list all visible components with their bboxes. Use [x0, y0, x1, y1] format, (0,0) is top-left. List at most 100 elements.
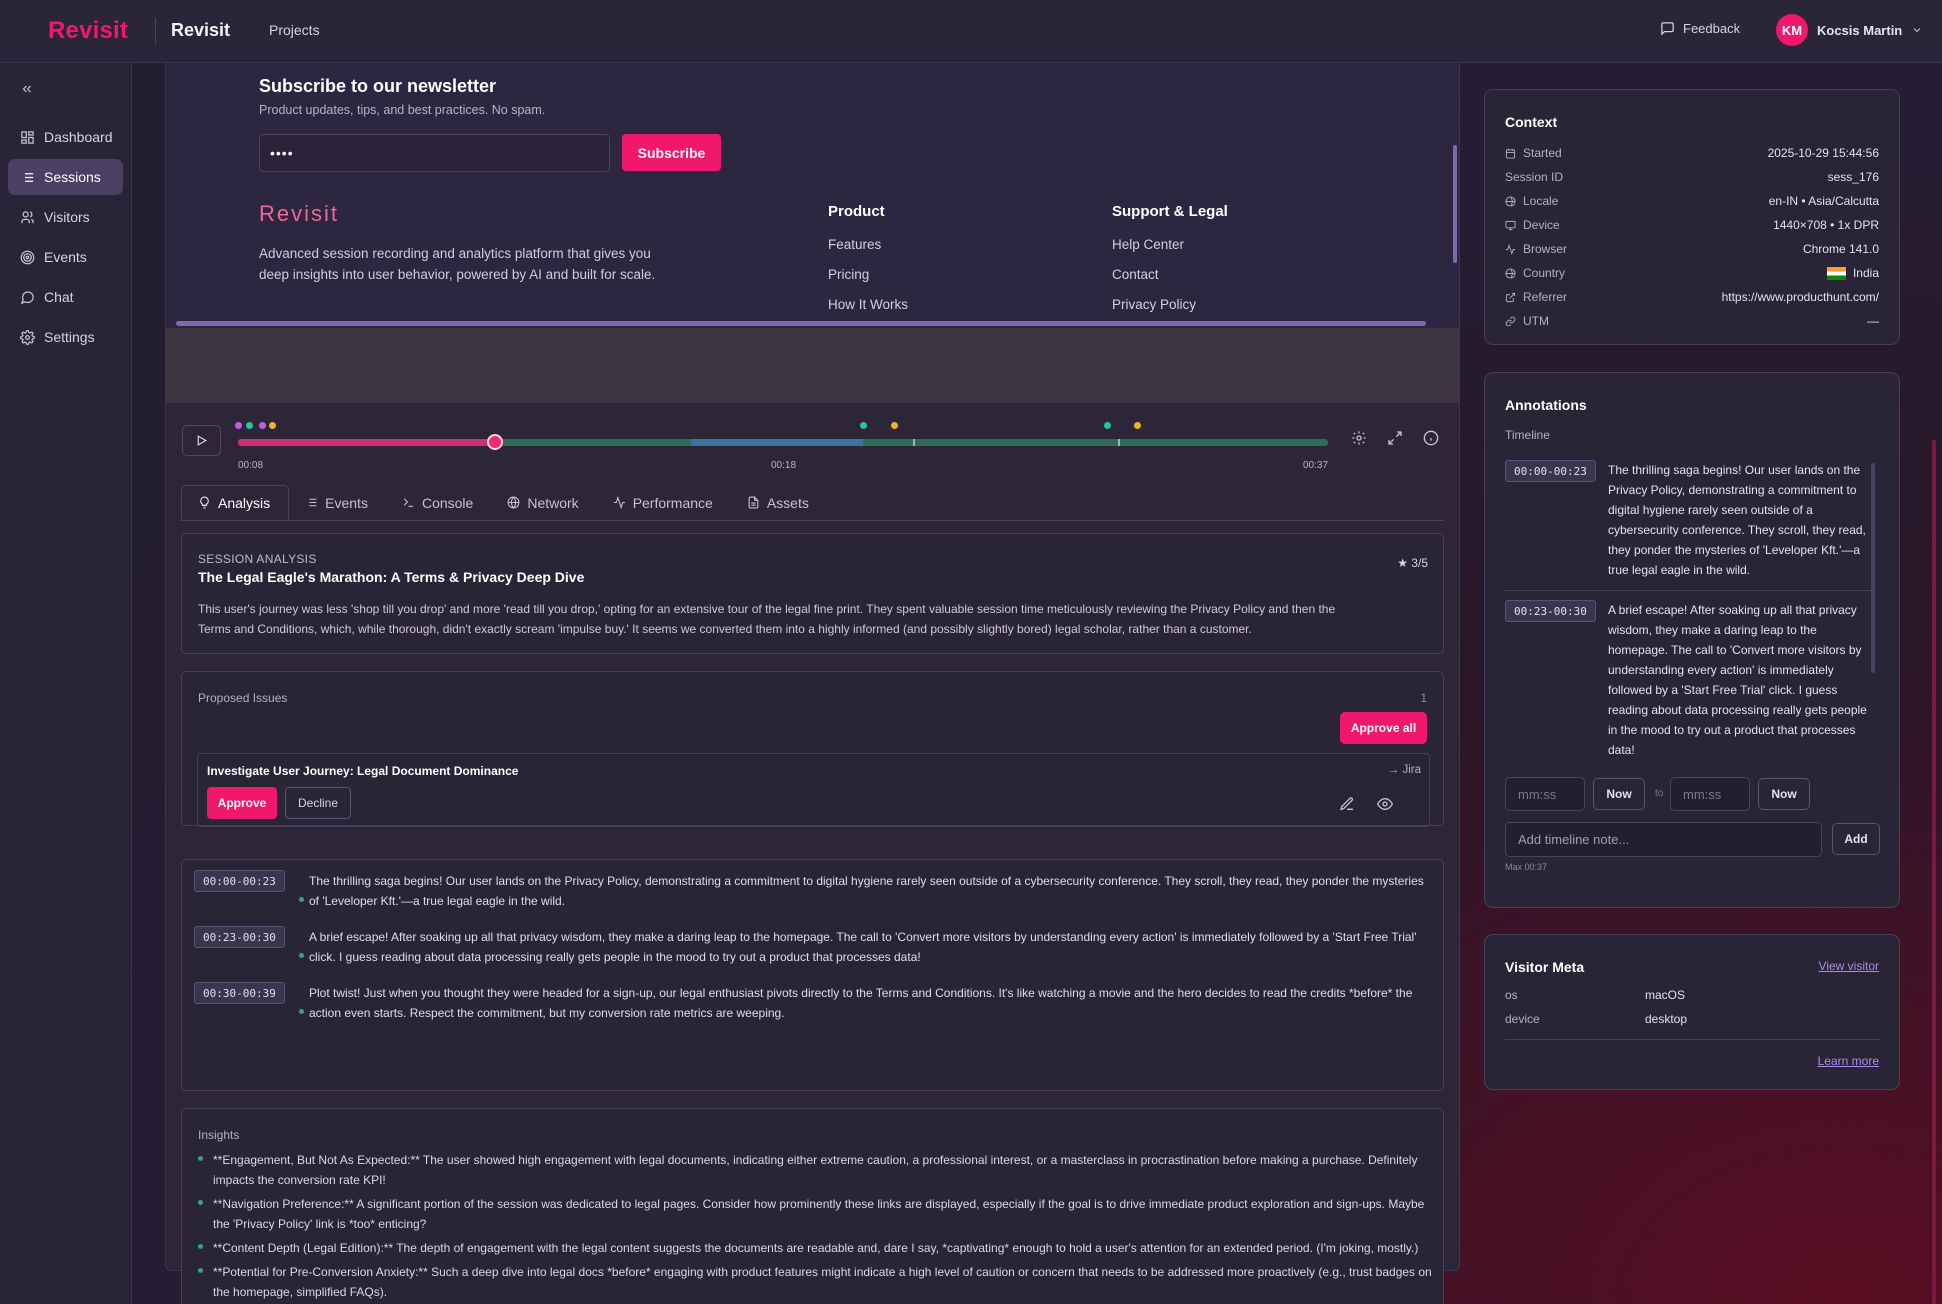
issue-count: 1 [1420, 691, 1427, 705]
status-dot [299, 1009, 304, 1014]
external-link-icon [1505, 292, 1516, 302]
sidebar: Dashboard Sessions Visitors Events Chat … [0, 63, 132, 1304]
learn-more-link[interactable]: Learn more [1817, 1054, 1879, 1068]
sidebar-item-visitors[interactable]: Visitors [8, 199, 123, 235]
context-value: sess_176 [1827, 170, 1879, 184]
timestamp-badge[interactable]: 00:00-00:23 [194, 870, 285, 892]
feedback-button[interactable]: Feedback [1660, 21, 1740, 36]
approve-all-button[interactable]: Approve all [1340, 712, 1427, 744]
gear-icon[interactable] [1351, 430, 1367, 446]
referrer-link[interactable]: https://www.producthunt.com/ [1721, 290, 1879, 304]
timestamp-badge[interactable]: 00:23-00:30 [1505, 600, 1596, 622]
app-name[interactable]: Revisit [171, 20, 231, 40]
footer-heading: Support & Legal [1112, 203, 1228, 220]
gear-icon [20, 329, 35, 345]
event-marker[interactable] [246, 422, 253, 429]
info-icon[interactable] [1423, 430, 1439, 446]
context-row-started: Started 2025-10-29 15:44:56 [1505, 143, 1879, 163]
approve-button[interactable]: Approve [207, 787, 277, 819]
replay-viewport[interactable]: Subscribe to our newsletter Product upda… [166, 63, 1459, 328]
globe-icon [1505, 267, 1516, 279]
user-menu[interactable]: KM Kocsis Martin [1776, 14, 1923, 46]
tab-performance[interactable]: Performance [597, 485, 731, 520]
timestamp-badge[interactable]: 00:30-00:39 [194, 982, 285, 1004]
meta-key: device [1505, 1012, 1540, 1026]
add-note-button[interactable]: Add [1832, 823, 1880, 855]
calendar-icon [1505, 148, 1516, 159]
to-time-input[interactable]: mm:ss [1670, 777, 1750, 811]
edit-icon[interactable] [1339, 796, 1355, 812]
context-label: Session ID [1505, 170, 1564, 184]
play-button[interactable] [182, 425, 221, 456]
collapse-sidebar-icon[interactable] [20, 80, 34, 101]
sidebar-item-events[interactable]: Events [8, 239, 123, 275]
event-marker[interactable] [235, 422, 242, 429]
time-label-end: 00:37 [1303, 460, 1329, 471]
projects-link[interactable]: Projects [269, 22, 320, 38]
page-scrollbar[interactable] [1932, 440, 1936, 1304]
insights-card: Insights **Engagement, But Not As Expect… [181, 1108, 1444, 1304]
from-now-button[interactable]: Now [1593, 778, 1645, 810]
timestamp-badge[interactable]: 00:00-00:23 [1505, 460, 1596, 482]
event-marker[interactable] [1134, 422, 1141, 429]
list-icon [21, 172, 34, 182]
tab-console[interactable]: Console [386, 485, 491, 520]
section-caption: Proposed Issues [198, 691, 288, 705]
grid-icon [21, 130, 34, 144]
sidebar-item-chat[interactable]: Chat [8, 279, 123, 315]
tab-label: Console [421, 494, 474, 511]
annotations-scrollbar[interactable] [1871, 463, 1875, 673]
sidebar-item-settings[interactable]: Settings [8, 319, 123, 355]
vertical-scrollbar[interactable] [1453, 145, 1457, 263]
from-time-input[interactable]: mm:ss [1505, 777, 1585, 811]
context-value: 2025-10-29 15:44:56 [1767, 146, 1879, 160]
meta-value: macOS [1645, 988, 1686, 1002]
tab-label: Network [527, 494, 579, 511]
horizontal-scrollbar[interactable] [176, 321, 1426, 326]
sidebar-item-dashboard[interactable]: Dashboard [8, 119, 123, 155]
context-row-referrer: Referrer https://www.producthunt.com/ [1505, 287, 1879, 307]
tab-analysis[interactable]: Analysis [181, 485, 290, 520]
to-now-button[interactable]: Now [1758, 778, 1810, 810]
eye-icon[interactable] [1377, 796, 1393, 812]
footer-support-column: Support & Legal Help Center Contact Priv… [1112, 203, 1228, 327]
event-marker[interactable] [1104, 422, 1111, 429]
event-marker[interactable] [259, 422, 266, 429]
max-time-hint: Max 00:37 [1505, 862, 1548, 872]
segment-tick [1118, 439, 1120, 446]
section-caption: SESSION ANALYSIS [198, 552, 317, 566]
event-marker[interactable] [269, 422, 276, 429]
scrubber-handle[interactable] [487, 434, 503, 450]
event-marker[interactable] [860, 422, 867, 429]
divider [1505, 1039, 1880, 1040]
timeline-note-input[interactable]: Add timeline note... [1505, 822, 1822, 857]
context-label: Started [1523, 146, 1562, 160]
tab-network[interactable]: Network [491, 485, 596, 520]
tab-events[interactable]: Events [289, 485, 386, 520]
fullscreen-icon[interactable] [1387, 430, 1403, 446]
context-row-country: Country India [1505, 263, 1879, 283]
timeline-text: The thrilling saga begins! Our user land… [309, 874, 1424, 908]
meta-key: os [1505, 988, 1518, 1002]
annotation-text: The thrilling saga begins! Our user land… [1608, 463, 1866, 577]
timeline-scrubber[interactable] [238, 439, 1328, 446]
logo[interactable]: Revisit [48, 17, 129, 44]
event-marker[interactable] [891, 422, 898, 429]
activity-segment [691, 439, 863, 446]
insights-list: **Engagement, But Not As Expected:** The… [198, 1150, 1433, 1304]
newsletter-email-input: •••• [259, 134, 610, 172]
insight-item: **Engagement, But Not As Expected:** The… [198, 1150, 1433, 1190]
view-visitor-link[interactable]: View visitor [1818, 959, 1879, 973]
context-label: Locale [1523, 194, 1559, 208]
session-player-panel: Subscribe to our newsletter Product upda… [165, 63, 1460, 1304]
india-flag-icon [1826, 266, 1846, 280]
tab-assets[interactable]: Assets [731, 485, 827, 520]
sidebar-item-sessions[interactable]: Sessions [8, 159, 123, 195]
user-name: Kocsis Martin [1817, 22, 1903, 38]
status-dot [299, 953, 304, 958]
decline-button[interactable]: Decline [285, 787, 351, 819]
context-value: — [1867, 314, 1879, 328]
context-row-browser: Browser Chrome 141.0 [1505, 239, 1879, 259]
timestamp-badge[interactable]: 00:23-00:30 [194, 926, 285, 948]
annotation-list[interactable]: 00:00-00:23 The thrilling saga begins! O… [1505, 452, 1880, 766]
